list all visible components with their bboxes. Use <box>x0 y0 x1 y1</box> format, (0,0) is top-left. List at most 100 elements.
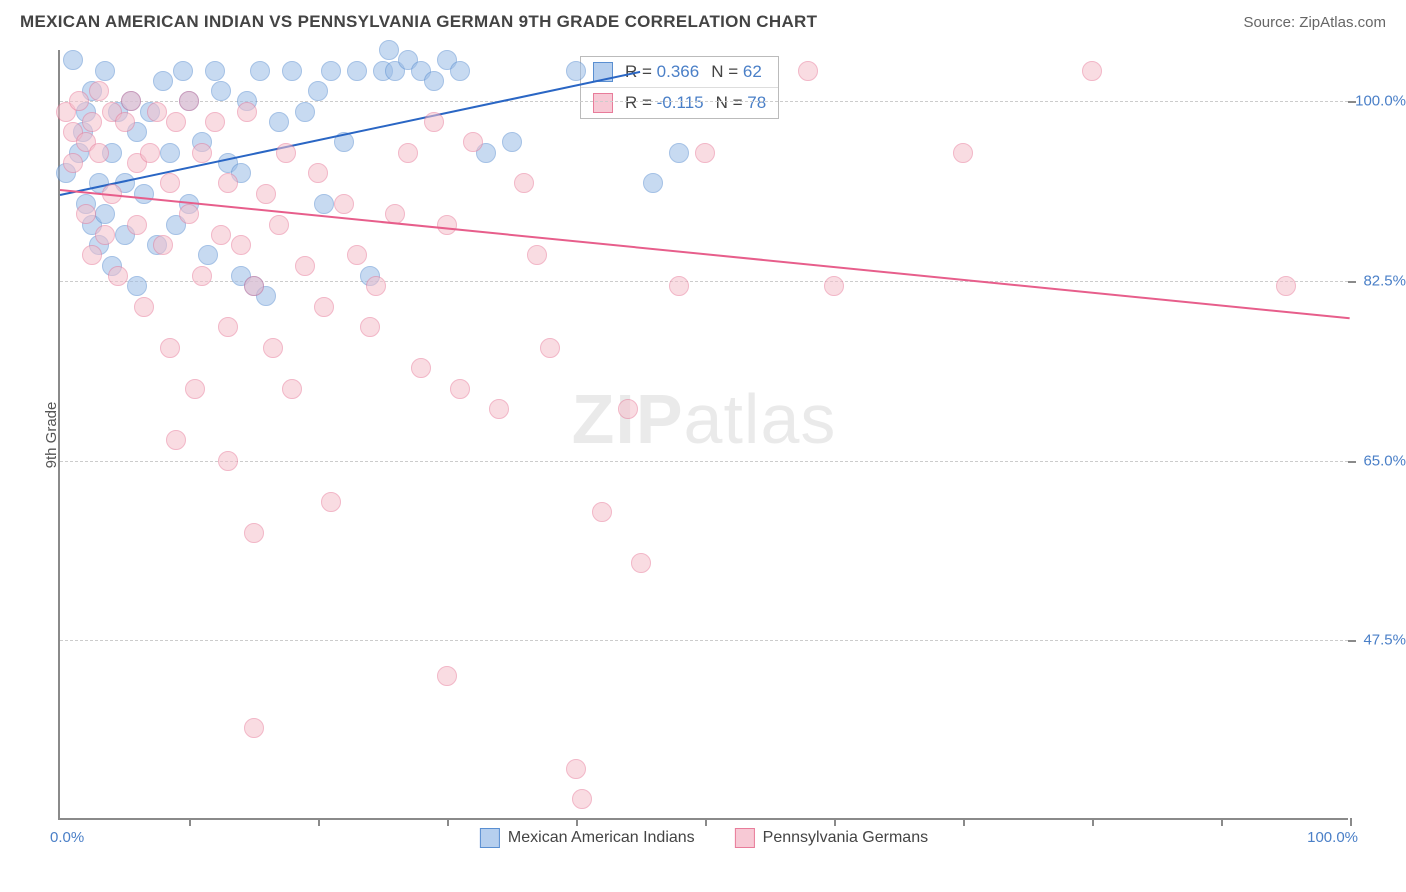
data-point-pink <box>295 256 315 276</box>
data-point-pink <box>695 143 715 163</box>
data-point-blue <box>95 61 115 81</box>
data-point-blue <box>669 143 689 163</box>
data-point-pink <box>160 173 180 193</box>
data-point-pink <box>95 225 115 245</box>
data-point-blue <box>450 61 470 81</box>
data-point-pink <box>160 338 180 358</box>
data-point-blue <box>95 204 115 224</box>
stats-n-pink: 78 <box>747 93 766 112</box>
y-tick-label: 100.0% <box>1355 93 1406 110</box>
data-point-pink <box>147 102 167 122</box>
y-tick-label: 82.5% <box>1363 273 1406 290</box>
data-point-pink <box>192 143 212 163</box>
data-point-pink <box>798 61 818 81</box>
data-point-blue <box>134 184 154 204</box>
gridline-h <box>60 640 1348 641</box>
legend-label-blue: Mexican American Indians <box>508 829 695 847</box>
data-point-pink <box>540 338 560 358</box>
data-point-blue <box>295 102 315 122</box>
data-point-pink <box>244 276 264 296</box>
stats-legend-box: R = 0.366 N = 62 R = -0.115 N = 78 <box>580 56 779 119</box>
tick-bottom <box>1350 818 1352 826</box>
watermark-rest: atlas <box>684 380 837 458</box>
data-point-pink <box>334 194 354 214</box>
data-point-blue <box>160 143 180 163</box>
data-point-pink <box>347 245 367 265</box>
data-point-pink <box>185 379 205 399</box>
data-point-pink <box>166 112 186 132</box>
data-point-blue <box>153 71 173 91</box>
data-point-pink <box>572 789 592 809</box>
stats-r-label: R = -0.115 <box>625 93 704 113</box>
data-point-blue <box>424 71 444 91</box>
data-point-pink <box>669 276 689 296</box>
chart-source: Source: ZipAtlas.com <box>1243 14 1386 31</box>
data-point-blue <box>321 61 341 81</box>
data-point-pink <box>192 266 212 286</box>
data-point-blue <box>566 61 586 81</box>
tick-bottom <box>963 818 965 826</box>
tick-bottom <box>576 818 578 826</box>
data-point-pink <box>218 451 238 471</box>
data-point-pink <box>269 215 289 235</box>
legend-bottom: Mexican American Indians Pennsylvania Ge… <box>480 828 928 848</box>
data-point-pink <box>76 204 96 224</box>
data-point-pink <box>398 143 418 163</box>
data-point-blue <box>269 112 289 132</box>
data-point-pink <box>263 338 283 358</box>
data-point-pink <box>179 204 199 224</box>
data-point-pink <box>527 245 547 265</box>
stats-n-label: N = 62 <box>711 62 762 82</box>
chart-container: 9th Grade ZIPatlas R = 0.366 N = 62 R = … <box>58 50 1348 820</box>
data-point-blue <box>250 61 270 81</box>
data-point-pink <box>231 235 251 255</box>
legend-item-blue: Mexican American Indians <box>480 828 695 848</box>
data-point-pink <box>63 153 83 173</box>
data-point-pink <box>1082 61 1102 81</box>
data-point-pink <box>308 163 328 183</box>
legend-swatch-pink-icon <box>735 828 755 848</box>
data-point-blue <box>63 50 83 70</box>
chart-title: MEXICAN AMERICAN INDIAN VS PENNSYLVANIA … <box>20 12 817 32</box>
data-point-pink <box>282 379 302 399</box>
gridline-h <box>60 461 1348 462</box>
legend-label-pink: Pennsylvania Germans <box>763 829 928 847</box>
data-point-pink <box>134 297 154 317</box>
data-point-blue <box>282 61 302 81</box>
tick-bottom <box>318 818 320 826</box>
data-point-pink <box>276 143 296 163</box>
data-point-blue <box>379 40 399 60</box>
data-point-pink <box>205 112 225 132</box>
data-point-pink <box>108 266 128 286</box>
data-point-pink <box>218 173 238 193</box>
data-point-pink <box>463 132 483 152</box>
data-point-pink <box>592 502 612 522</box>
data-point-pink <box>140 143 160 163</box>
data-point-pink <box>179 91 199 111</box>
data-point-blue <box>198 245 218 265</box>
data-point-pink <box>424 112 444 132</box>
stats-row-pink: R = -0.115 N = 78 <box>581 87 778 118</box>
data-point-pink <box>166 430 186 450</box>
data-point-pink <box>437 215 457 235</box>
data-point-pink <box>360 317 380 337</box>
legend-swatch-blue-icon <box>480 828 500 848</box>
data-point-pink <box>824 276 844 296</box>
data-point-pink <box>244 523 264 543</box>
data-point-blue <box>643 173 663 193</box>
data-point-pink <box>69 91 89 111</box>
tick-right <box>1348 461 1356 463</box>
tick-bottom <box>447 818 449 826</box>
data-point-pink <box>82 112 102 132</box>
data-point-pink <box>411 358 431 378</box>
data-point-blue <box>314 194 334 214</box>
stats-r-pink: -0.115 <box>657 93 704 112</box>
data-point-blue <box>347 61 367 81</box>
y-tick-label: 47.5% <box>1363 632 1406 649</box>
data-point-pink <box>127 215 147 235</box>
data-point-pink <box>489 399 509 419</box>
data-point-pink <box>153 235 173 255</box>
data-point-pink <box>566 759 586 779</box>
data-point-pink <box>244 718 264 738</box>
data-point-pink <box>953 143 973 163</box>
